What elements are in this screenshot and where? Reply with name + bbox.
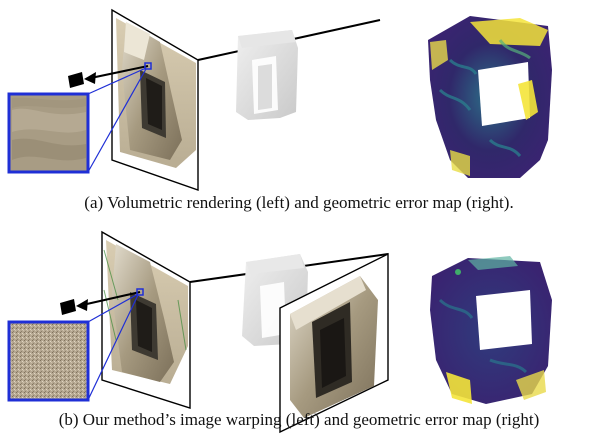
- zoom-patch-a: [7, 92, 90, 174]
- ray-b: [77, 291, 141, 307]
- rendered-model-a: [236, 30, 298, 120]
- camera-icon-b: [60, 299, 76, 315]
- sample-point-a: [144, 62, 152, 70]
- panel-a: [7, 8, 552, 191]
- error-map-a: [428, 16, 552, 178]
- caption-panel-a: (a) Volumetric rendering (left) and geom…: [84, 193, 514, 212]
- image-plane-b: [101, 230, 191, 409]
- sample-point-b: [136, 288, 144, 296]
- error-map-b: [430, 256, 552, 404]
- zoom-patch-b: [7, 320, 90, 402]
- camera-icon: [68, 72, 84, 88]
- warped-image-plane: [279, 252, 389, 434]
- image-plane-a: [111, 8, 199, 191]
- caption-panel-b: (b) Our method’s image warping (left) an…: [58, 410, 540, 429]
- panel-b: [7, 230, 552, 434]
- ray-a: [85, 65, 149, 80]
